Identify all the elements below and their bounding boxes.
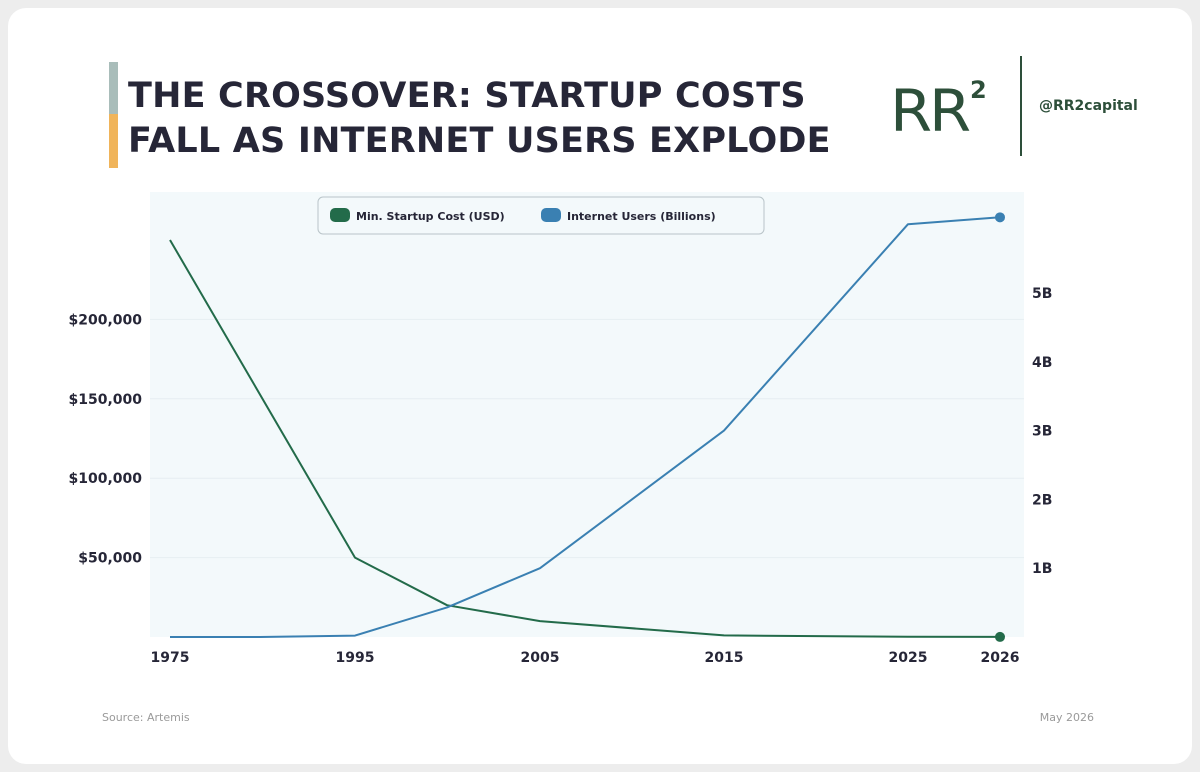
title-line-2: FALL AS INTERNET USERS EXPLODE bbox=[128, 121, 831, 161]
series-line-1 bbox=[170, 216, 1001, 638]
y-left-tick-label-3: $200,000 bbox=[68, 312, 142, 328]
y-right-tick-label-1: 2B bbox=[1032, 492, 1052, 508]
series-endpoint-0 bbox=[995, 631, 1005, 642]
y-right-tick-label-0: 1B bbox=[1032, 561, 1052, 577]
logo-superscript: 2 bbox=[970, 76, 987, 104]
page-title: THE CROSSOVER: STARTUP COSTS FALL AS INT… bbox=[128, 74, 831, 164]
x-tick-label-2: 2005 bbox=[521, 650, 560, 666]
title-line-1: THE CROSSOVER: STARTUP COSTS bbox=[128, 76, 806, 116]
brand-logo: RR 2 bbox=[890, 76, 987, 136]
y-right-tick-label-3: 4B bbox=[1032, 355, 1052, 371]
y-right-tick-label-4: 5B bbox=[1032, 286, 1052, 302]
date-note: May 2026 bbox=[1039, 711, 1094, 724]
x-tick-label-4: 2025 bbox=[889, 650, 928, 666]
y-left-tick-label-0: $50,000 bbox=[78, 551, 142, 567]
legend-swatch-0 bbox=[330, 208, 350, 222]
series-endpoint-1 bbox=[995, 212, 1005, 223]
x-tick-label-3: 2015 bbox=[705, 650, 744, 666]
y-right-tick-label-2: 3B bbox=[1032, 424, 1052, 440]
title-accent-orange bbox=[109, 114, 118, 168]
x-tick-label-0: 1975 bbox=[151, 650, 190, 666]
title-accent-gray bbox=[109, 62, 118, 114]
brand-divider bbox=[1020, 56, 1022, 156]
series-line-0 bbox=[169, 239, 1001, 638]
logo-text: RR bbox=[890, 77, 970, 136]
social-handle[interactable]: @RR2capital bbox=[1039, 98, 1138, 114]
legend-swatch-1 bbox=[541, 208, 561, 222]
legend-label-0: Min. Startup Cost (USD) bbox=[356, 210, 505, 223]
plot-area bbox=[150, 192, 1024, 637]
x-tick-label-1: 1995 bbox=[336, 650, 375, 666]
y-left-tick-label-1: $100,000 bbox=[68, 471, 142, 487]
y-left-tick-label-2: $150,000 bbox=[68, 392, 142, 408]
source-note: Source: Artemis bbox=[102, 711, 190, 724]
x-tick-label-5: 2026 bbox=[981, 650, 1020, 666]
legend-label-1: Internet Users (Billions) bbox=[567, 210, 716, 223]
